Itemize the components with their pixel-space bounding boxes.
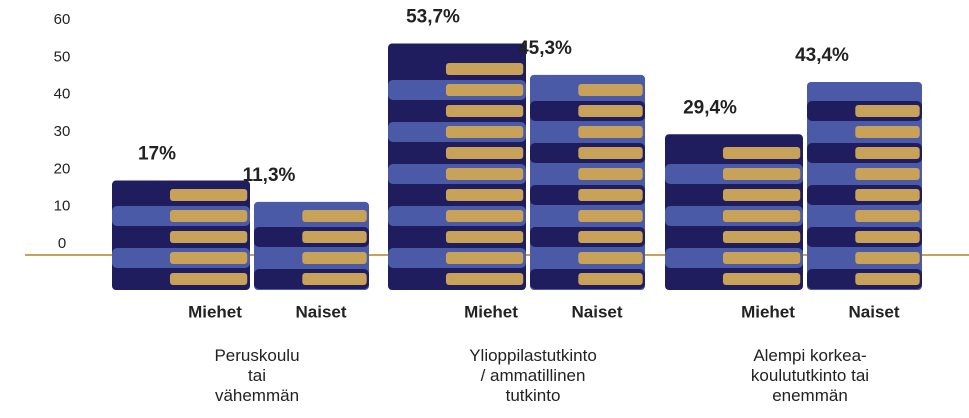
book-pages [446, 63, 523, 75]
book-pages [855, 210, 919, 222]
y-tick-label: 0 [58, 235, 66, 252]
series-label: Naiset [571, 302, 622, 321]
book-pages [170, 252, 247, 264]
value-label: 45,3% [518, 38, 572, 59]
book-pages [446, 84, 523, 96]
y-tick-label: 20 [54, 160, 71, 177]
y-tick-label: 30 [54, 123, 71, 140]
book-pages [446, 147, 523, 159]
y-tick-label: 10 [54, 198, 71, 215]
series-label: Naiset [848, 302, 899, 321]
book-pages [578, 168, 642, 180]
book-pages [170, 231, 247, 243]
book-pages [446, 210, 523, 222]
book-pages [855, 147, 919, 159]
book-pages [723, 231, 800, 243]
y-tick-label: 40 [54, 86, 71, 103]
category-label: Alempi korkea- koulututkinto tai enemmän [710, 346, 910, 406]
series-label: Naiset [295, 302, 346, 321]
book-pages [578, 84, 642, 96]
category-label: Peruskoulu tai vähemmän [157, 346, 357, 406]
book-pages [855, 189, 919, 201]
book-pages [446, 273, 523, 285]
value-label: 43,4% [795, 45, 849, 66]
value-label: 11,3% [243, 165, 296, 186]
book-pages [578, 147, 642, 159]
book-pages [723, 168, 800, 180]
book-pages [170, 210, 247, 222]
book-pages [578, 126, 642, 138]
book-pages [723, 273, 800, 285]
book-pages [302, 252, 366, 264]
series-label: Miehet [188, 302, 242, 321]
book-pages [855, 105, 919, 117]
book-pages [723, 252, 800, 264]
series-label: Miehet [741, 302, 795, 321]
book-pages [446, 231, 523, 243]
book-pages [578, 105, 642, 117]
book-pages [723, 210, 800, 222]
value-label: 17% [138, 144, 176, 165]
series-label: Miehet [464, 302, 518, 321]
book-pages [446, 189, 523, 201]
book-pages [170, 273, 247, 285]
book-pages [855, 126, 919, 138]
book-pages [855, 273, 919, 285]
book-pages [446, 126, 523, 138]
book-pages [855, 168, 919, 180]
category-label: Ylioppilastutkinto / ammatillinen tutkin… [433, 346, 633, 406]
book-pages [302, 231, 366, 243]
book-pages [446, 252, 523, 264]
chart: 0 10 20 30 40 50 60 17% Miehet 11,3% Naiset 53,7% Mi… [0, 0, 969, 418]
y-tick-label: 60 [54, 11, 71, 28]
book-pages [723, 189, 800, 201]
y-tick-label: 50 [54, 48, 71, 65]
book-pages [855, 231, 919, 243]
book-pages [723, 147, 800, 159]
book-pages [302, 273, 366, 285]
book-pages [578, 231, 642, 243]
book-pages [578, 210, 642, 222]
value-label: 29,4% [683, 97, 737, 118]
book-pages [578, 273, 642, 285]
book-pages [578, 189, 642, 201]
book-pages [855, 252, 919, 264]
value-label: 53,7% [406, 7, 460, 28]
book-pages [170, 189, 247, 201]
book-pages [446, 105, 523, 117]
book-pages [578, 252, 642, 264]
book-pages [446, 168, 523, 180]
book-pages [302, 210, 366, 222]
